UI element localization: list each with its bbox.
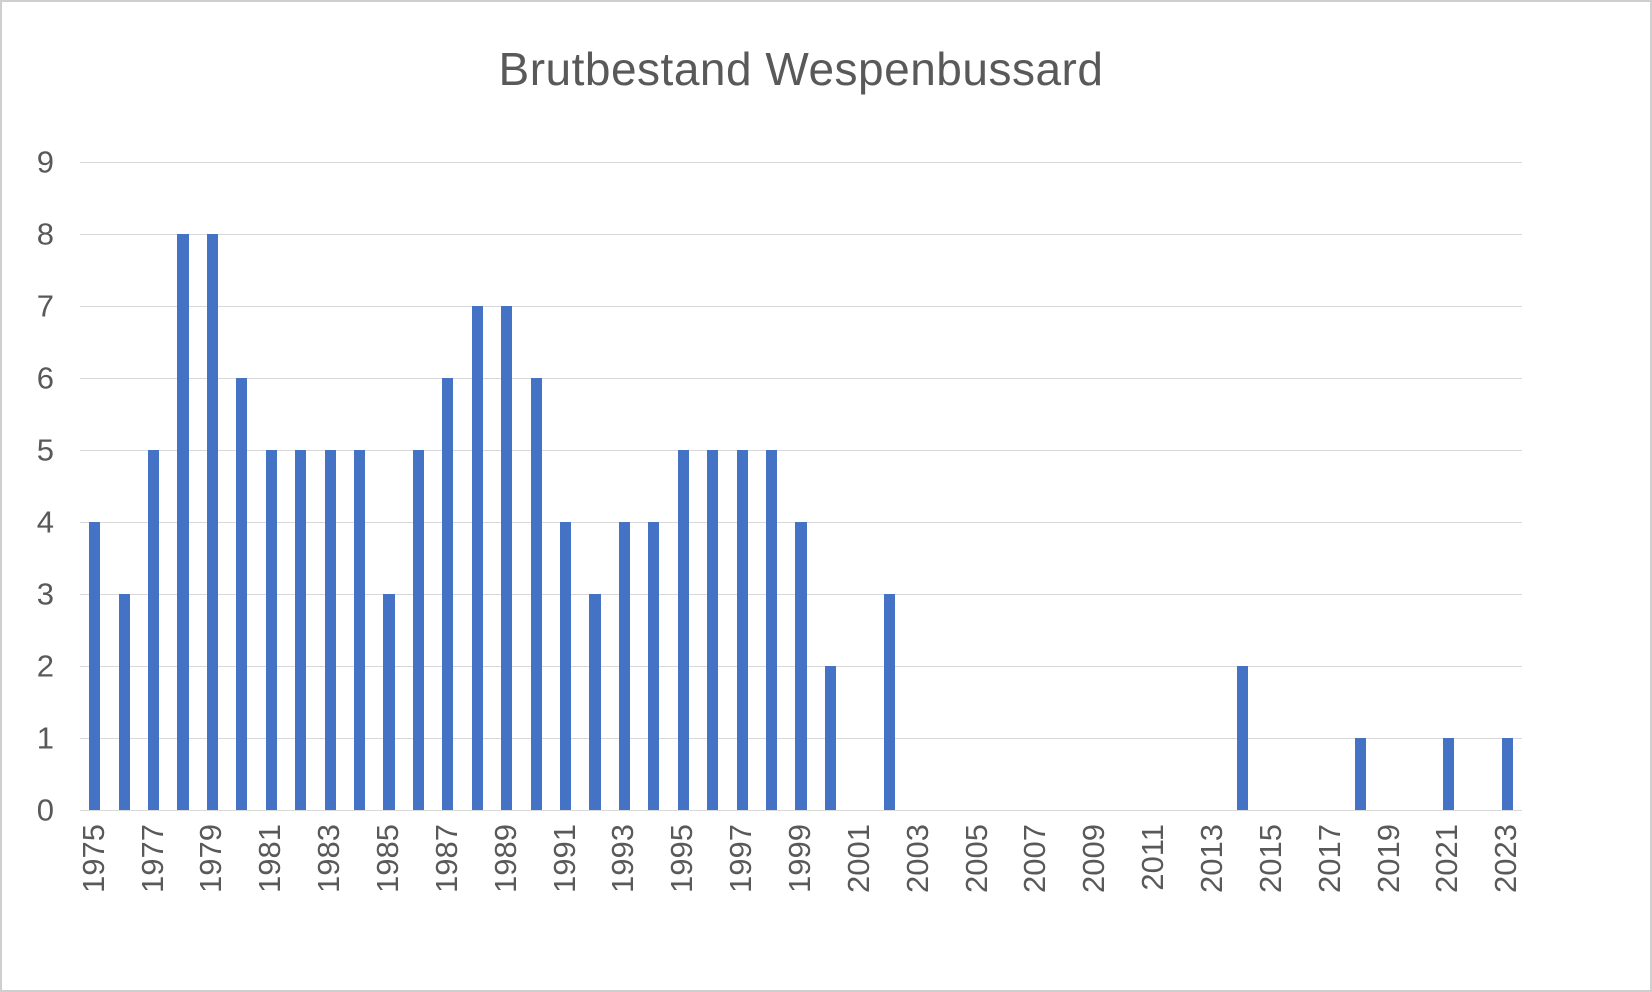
x-axis-tick-label: 1999 [782, 824, 817, 893]
bar-1986 [412, 450, 424, 810]
plot-area [80, 161, 1522, 811]
bar-1979 [206, 234, 218, 810]
bar-1987 [442, 378, 454, 810]
bar-1995 [677, 450, 689, 810]
y-axis-tick-label: 0 [36, 792, 54, 828]
x-axis-tick-label: 2011 [1135, 824, 1171, 891]
y-axis-tick-label: 6 [36, 360, 54, 396]
x-axis-tick-label: 2003 [899, 824, 935, 893]
x-axis-tick-label: 1975 [75, 824, 111, 893]
x-axis-tick-label: 1987 [428, 824, 464, 893]
x-axis-tick-label: 1993 [605, 824, 641, 893]
bar-1999 [795, 522, 807, 810]
bar-1985 [383, 594, 395, 810]
x-axis-tick-label: 1979 [193, 824, 229, 893]
bar-1978 [177, 234, 189, 810]
y-axis-tick-label: 3 [36, 576, 54, 612]
x-axis-tick-label: 2013 [1194, 824, 1229, 893]
x-axis: 1975 1977 1979 1981 1983 1985 1987 1989 1991 1993… [75, 824, 1524, 944]
bar-2002 [883, 594, 895, 810]
x-axis-tick-label: 1977 [134, 824, 170, 893]
chart-title: Brutbestand Wespenbussard [498, 43, 1104, 95]
x-axis-tick-label: 2017 [1311, 824, 1347, 893]
bar-1990 [530, 378, 542, 810]
bar-2023 [1501, 738, 1513, 810]
x-axis-tick-label: 2021 [1429, 824, 1465, 893]
y-axis-tick-label: 5 [36, 432, 54, 468]
x-axis-tick-label: 1981 [252, 824, 288, 893]
bar-1976 [118, 594, 130, 810]
gridline [80, 233, 1522, 235]
bar-1989 [501, 306, 513, 810]
bar-2021 [1442, 738, 1454, 810]
y-axis-tick-label: 8 [36, 216, 54, 252]
bar-2000 [824, 666, 836, 810]
x-axis-tick-label: 2023 [1488, 824, 1524, 893]
bar-1996 [707, 450, 719, 810]
y-axis-tick-label: 4 [36, 504, 54, 540]
x-axis-tick-label: 1995 [664, 824, 700, 893]
x-axis-line [80, 809, 1522, 811]
x-axis-tick-label: 2001 [840, 824, 876, 893]
bar-2018 [1354, 738, 1366, 810]
y-axis-tick-label: 9 [36, 144, 54, 180]
x-axis-tick-label: 1985 [370, 824, 405, 893]
x-axis-tick-label: 1991 [546, 824, 582, 893]
bar-2014 [1236, 666, 1248, 810]
x-axis-tick-label: 2007 [1017, 824, 1053, 893]
x-axis-tick-label: 1983 [311, 824, 347, 893]
bar-1975 [89, 522, 101, 810]
gridline [80, 449, 1522, 451]
bar-1992 [589, 594, 601, 810]
x-axis-tick-label: 1997 [723, 824, 759, 893]
x-axis-tick-label: 1989 [487, 824, 523, 893]
y-axis-tick-label: 1 [36, 720, 54, 756]
bar-1993 [618, 522, 630, 810]
bar-1980 [236, 378, 248, 810]
y-axis-tick-label: 2 [36, 648, 54, 684]
gridline [80, 305, 1522, 307]
bar-1997 [736, 450, 748, 810]
bar-1994 [648, 522, 660, 810]
y-axis: 0 1 2 3 4 5 6 7 8 9 [2, 147, 54, 826]
bar-1988 [471, 306, 483, 810]
gridline [80, 377, 1522, 379]
bar-1983 [324, 450, 336, 810]
bar-1981 [265, 450, 277, 810]
gridline [80, 161, 1522, 163]
x-axis-tick-label: 2015 [1252, 824, 1288, 893]
y-axis-tick-label: 7 [36, 288, 54, 324]
bar-1982 [295, 450, 307, 810]
x-axis-tick-label: 2019 [1370, 824, 1406, 893]
bar-1998 [765, 450, 778, 810]
bar-1991 [559, 522, 572, 810]
x-axis-tick-label: 2009 [1076, 824, 1112, 893]
bar-1977 [147, 450, 160, 810]
bar-1984 [353, 450, 366, 810]
x-axis-tick-label: 2005 [958, 824, 994, 893]
